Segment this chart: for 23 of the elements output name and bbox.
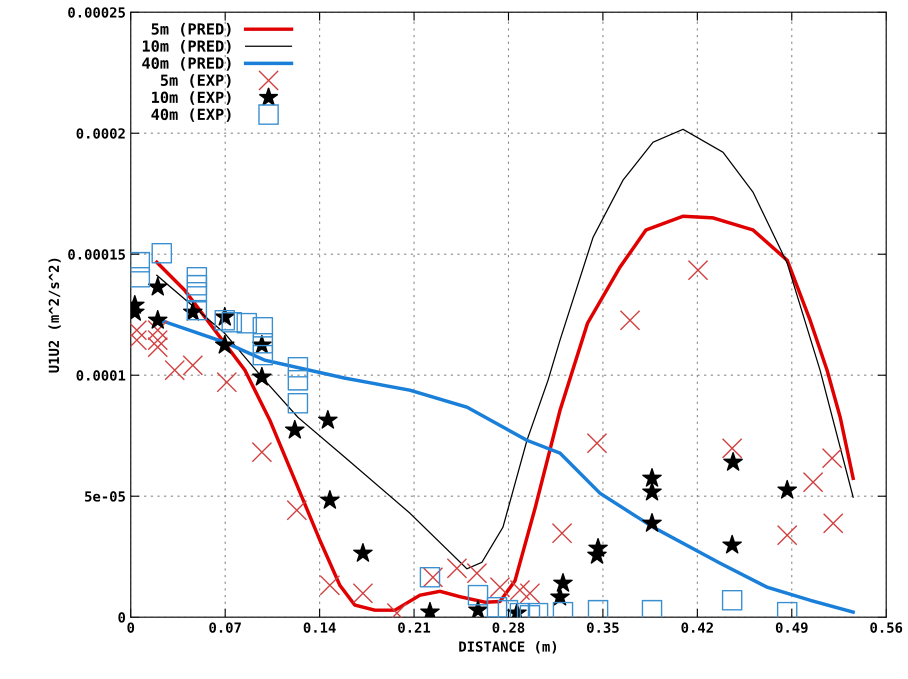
legend-label: 5m (PRED) (152, 22, 231, 37)
x-tick-label: 0.56 (870, 622, 902, 633)
legend-label: 40m (EXP) (151, 108, 231, 122)
legend-label: 10m (EXP) (152, 91, 231, 105)
x-tick-label: 0.21 (398, 622, 430, 633)
y-axis-title: U1U2 (m^2/s^2) (48, 258, 61, 373)
y-tick-label: 0 (118, 612, 126, 623)
x-axis-title: DISTANCE (m) (459, 641, 556, 654)
legend-label: 5m (EXP) (160, 74, 231, 88)
y-tick-label: 0.0001 (76, 370, 126, 381)
legend-label: 40m (PRED) (142, 57, 231, 71)
x-tick-label: 0.07 (209, 622, 241, 633)
y-tick-label: 0.00015 (68, 249, 125, 260)
x-tick-label: 0.28 (492, 622, 524, 633)
legend-label: 10m (PRED) (142, 40, 231, 54)
y-tick-label: 0.00025 (68, 7, 125, 18)
x-tick-label: 0.14 (304, 622, 336, 633)
y-tick-label: 5e-05 (85, 491, 125, 502)
x-tick-label: 0 (127, 622, 134, 633)
y-tick-label: 0.0002 (76, 128, 125, 139)
x-tick-label: 0.35 (587, 622, 619, 633)
x-tick-label: 0.42 (681, 622, 713, 633)
x-tick-label: 0.49 (776, 622, 808, 633)
